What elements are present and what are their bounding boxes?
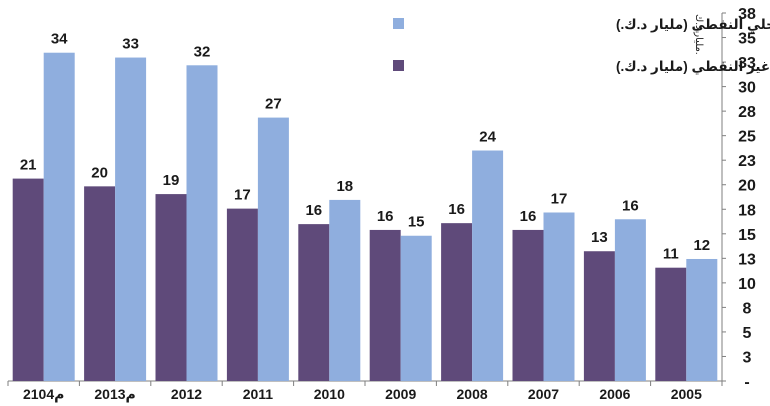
bar-non-oil [512, 229, 544, 381]
x-tick-label: 2009 [385, 386, 416, 402]
bar-oil [686, 258, 718, 381]
bar-oil [400, 235, 432, 381]
legend-label: الناتج المحلي غير النفطي (مليار د.ك.) [616, 59, 770, 74]
bar-oil [543, 212, 575, 381]
bar-oil [186, 65, 218, 381]
bar-non-oil [583, 251, 615, 381]
data-label: 15 [408, 214, 425, 231]
y-tick-label: 20 [738, 178, 756, 195]
bar-non-oil [298, 224, 330, 381]
y-tick-label: 33 [738, 55, 756, 72]
x-tick-label: 2006 [599, 386, 630, 402]
data-label: 11 [663, 246, 679, 263]
bar-oil [257, 117, 289, 381]
y-tick-label: 23 [738, 153, 756, 170]
y-tick-label: 18 [738, 202, 756, 219]
x-tick-label: 2013م [94, 386, 135, 402]
data-label: 16 [622, 197, 639, 214]
legend-swatch [393, 18, 404, 29]
bar-non-oil [655, 267, 687, 381]
data-label: 24 [479, 129, 496, 146]
data-label: 12 [693, 237, 710, 254]
y-tick-label: 8 [743, 300, 752, 317]
y-tick-label: 25 [738, 129, 756, 146]
data-label: 16 [448, 201, 465, 218]
legend-label: الناتج المحلي النفطي (مليار د.ك.) [616, 17, 770, 32]
y-tick-label: 13 [738, 251, 756, 268]
data-label: 34 [51, 31, 68, 48]
data-label: 18 [336, 178, 353, 195]
legend-swatch [393, 60, 404, 71]
data-label: 33 [122, 36, 139, 53]
bar-oil [43, 52, 75, 382]
y-tick-label: 3 [743, 349, 752, 366]
y-tick-label: 10 [738, 276, 756, 293]
data-label: 17 [234, 187, 251, 204]
y-tick-label: 30 [738, 80, 756, 97]
x-tick-label: 2005 [671, 386, 702, 402]
y-tick-label: 5 [743, 325, 752, 342]
x-tick-label: 2007 [528, 386, 559, 402]
y-tick-label: 38 [738, 6, 756, 23]
x-tick-label: 2104م [23, 386, 64, 402]
data-label: 13 [591, 229, 608, 246]
bar-non-oil [441, 223, 473, 381]
bar-non-oil [155, 194, 187, 381]
data-label: 21 [20, 157, 37, 174]
bar-non-oil [12, 178, 44, 381]
bar-oil [329, 199, 361, 381]
data-label: 20 [91, 164, 108, 181]
bar-oil [472, 150, 504, 381]
x-tick-label: 2008 [457, 386, 488, 402]
bar-oil [614, 219, 646, 381]
y-tick-label: 35 [738, 31, 756, 48]
data-label: 16 [305, 202, 322, 219]
y-tick-label: 28 [738, 104, 756, 121]
data-label: 17 [551, 190, 568, 207]
data-label: 16 [377, 208, 394, 225]
data-label: 27 [265, 96, 282, 113]
x-tick-label: 2011 [243, 386, 274, 402]
bar-oil [115, 57, 147, 382]
data-label: 19 [163, 172, 180, 189]
x-tick-label: 2012 [171, 386, 202, 402]
data-label: 16 [520, 208, 537, 225]
bar-non-oil [84, 186, 116, 381]
bar-non-oil [369, 229, 401, 381]
bar-non-oil [226, 208, 258, 381]
y-tick-label: - [744, 374, 749, 391]
x-tick-label: 2010 [314, 386, 345, 402]
data-label: 32 [194, 43, 211, 60]
y-axis-title: مليار د.ك. [693, 14, 704, 55]
y-tick-label: 15 [738, 227, 756, 244]
